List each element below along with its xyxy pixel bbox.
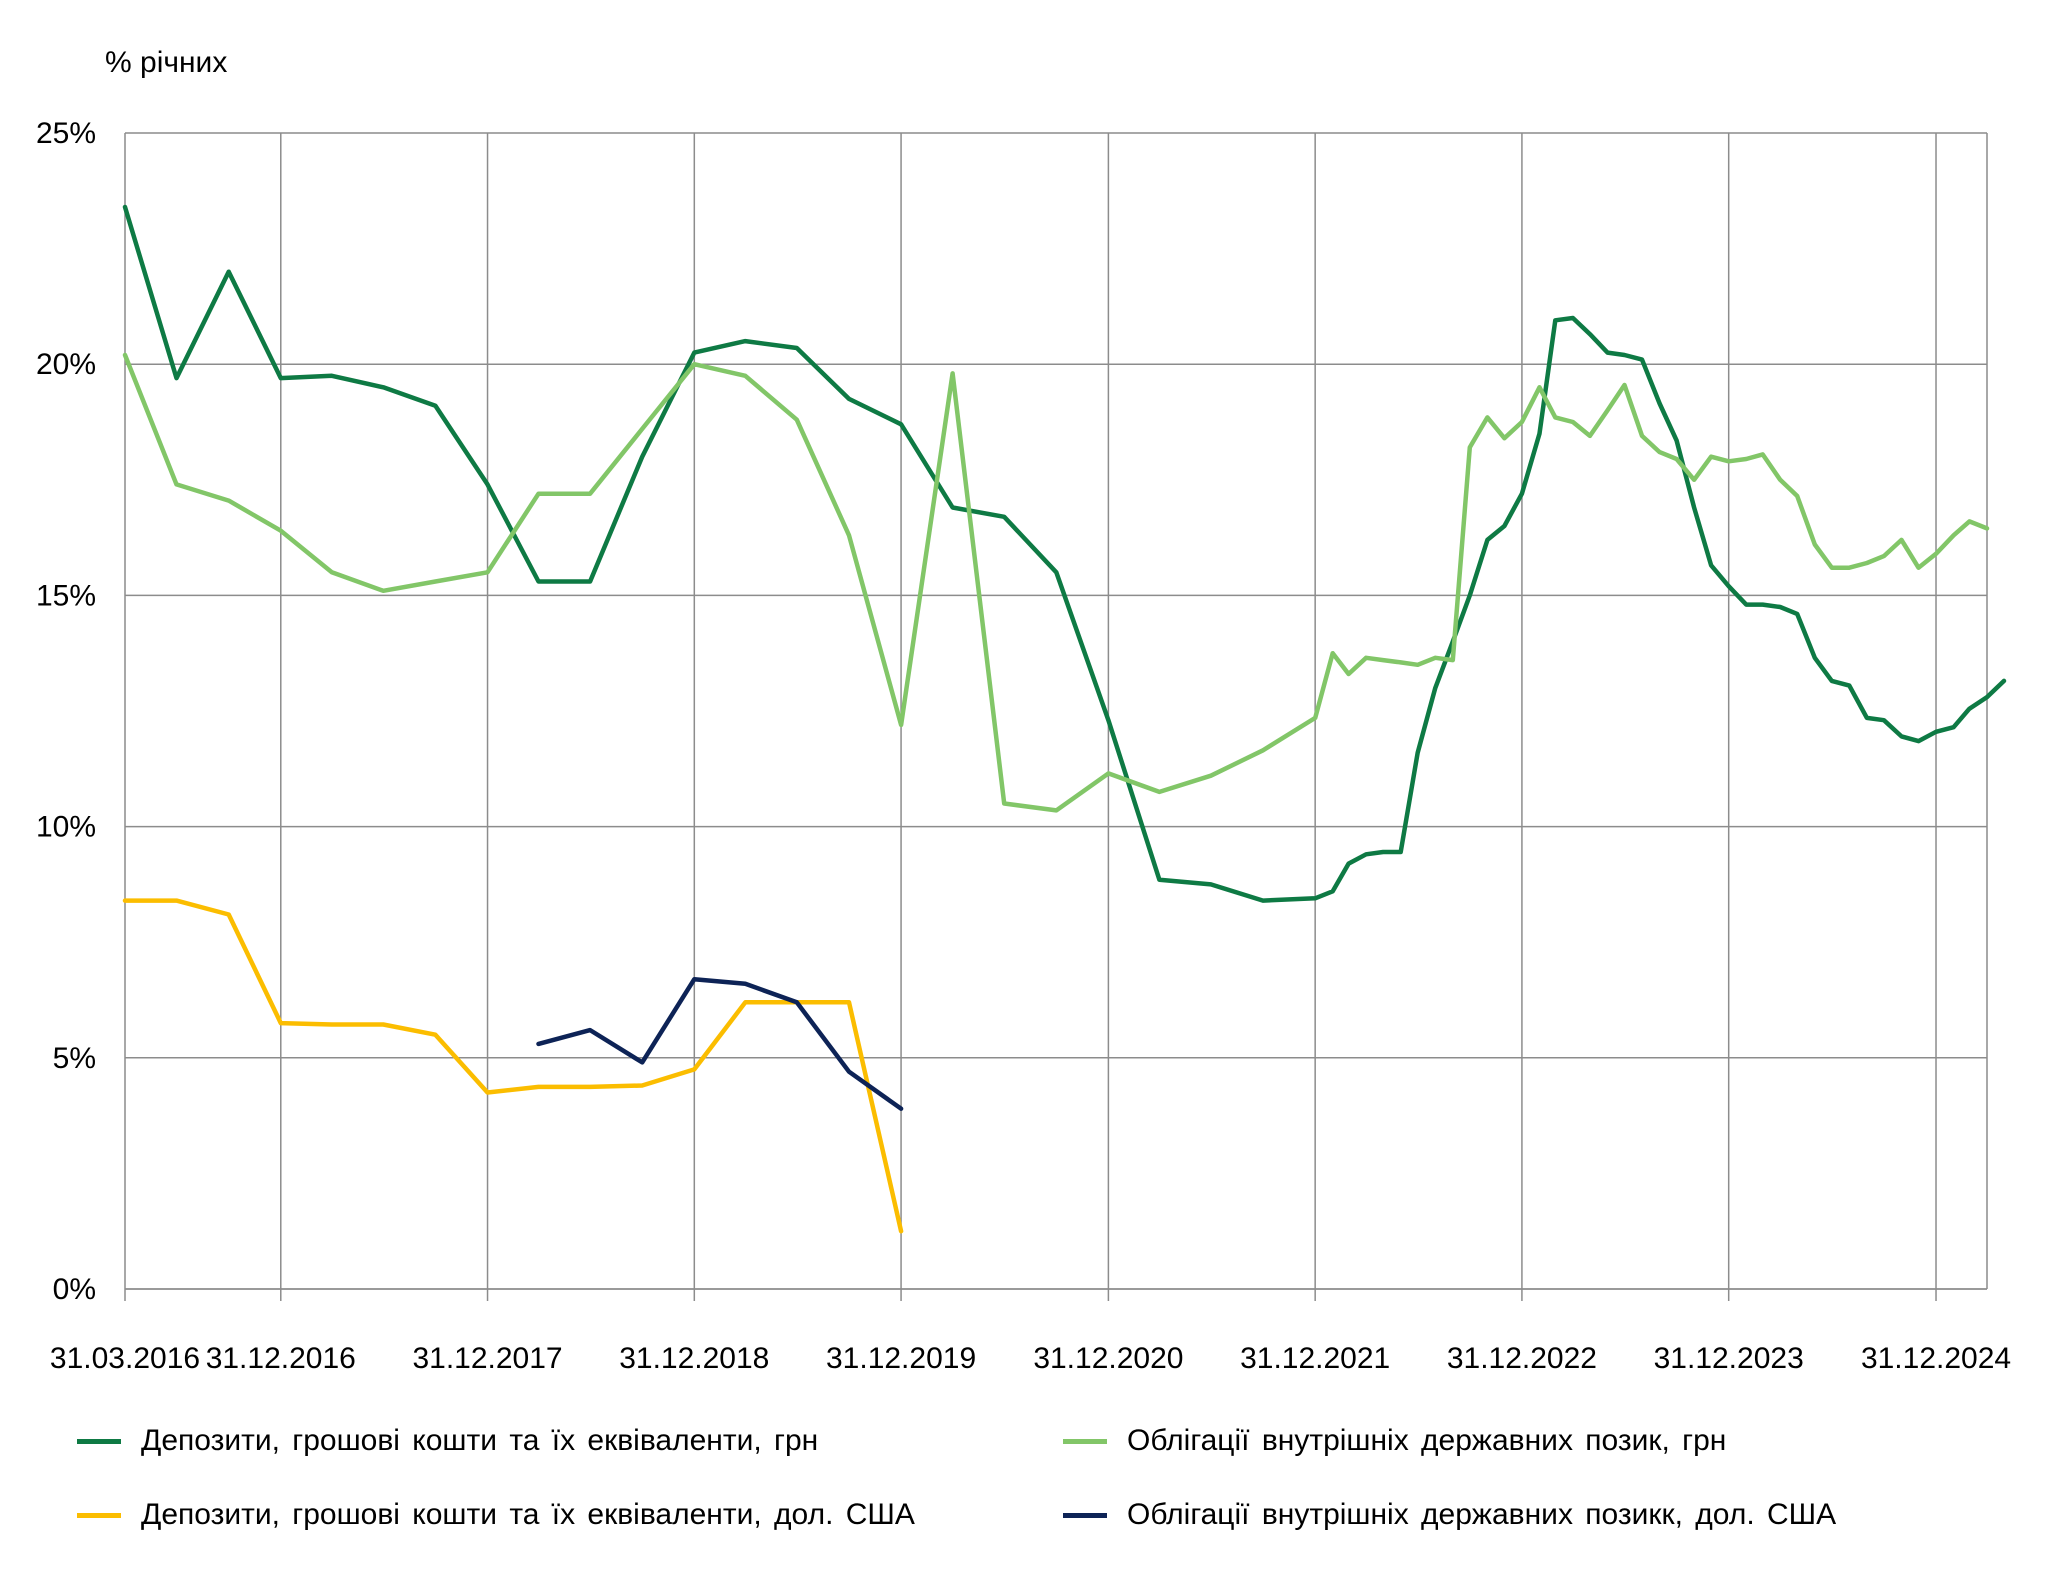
y-tick-label: 25% <box>36 117 96 150</box>
y-tick-labels: 0% 5% 10% 15% 20% 25% <box>36 117 96 1306</box>
x-tick-label: 31.12.2017 <box>412 1342 562 1375</box>
y-tick-label: 10% <box>36 811 96 844</box>
x-tick-label: 31.12.2021 <box>1240 1342 1390 1375</box>
series-line-deposits-uah <box>122 204 2007 903</box>
x-tick-label: 31.12.2019 <box>826 1342 976 1375</box>
series-line-bonds-usd <box>536 976 904 1111</box>
x-tick-label: 31.12.2018 <box>619 1342 769 1375</box>
x-tick-label: 31.12.2024 <box>1861 1342 2011 1375</box>
vertical-gridlines <box>280 133 1988 1289</box>
x-tick-label: 31.12.2023 <box>1654 1342 1804 1375</box>
x-tick-label: 31.03.2016 <box>50 1342 200 1375</box>
y-tick-label: 15% <box>36 579 96 612</box>
x-tick-label: 31.12.2020 <box>1033 1342 1183 1375</box>
y-tick-label: 0% <box>53 1273 96 1306</box>
y-tick-label: 5% <box>53 1042 96 1075</box>
series-line-bonds-uah <box>122 352 1990 813</box>
x-tick-labels: 31.03.2016 31.12.2016 31.12.2017 31.12.2018… <box>50 1342 2011 1375</box>
series-lines <box>122 204 2007 1234</box>
y-tick-label: 20% <box>36 348 96 381</box>
x-tick-label: 31.12.2022 <box>1447 1342 1597 1375</box>
horizontal-gridlines <box>125 132 1987 1290</box>
series-line-deposits-usd <box>122 898 904 1234</box>
y-axis-unit-label: % річних <box>105 46 227 79</box>
axes <box>124 133 1987 1301</box>
x-tick-label: 31.12.2016 <box>206 1342 356 1375</box>
